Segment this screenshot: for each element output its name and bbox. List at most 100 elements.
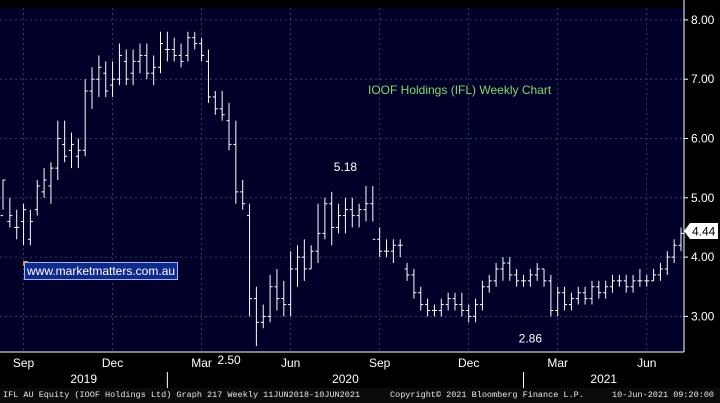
ohlc-bar: [610, 274, 616, 293]
ohlc-bar: [14, 209, 20, 240]
ohlc-bar: [55, 120, 61, 180]
year-label: 2020: [332, 372, 359, 386]
ohlc-bar: [123, 49, 129, 86]
ohlc-bar: [281, 280, 287, 317]
ohlc-bar: [349, 197, 355, 228]
ohlc-bar: [370, 185, 376, 240]
ohlc-bar: [62, 120, 68, 163]
ohlc-bar: [7, 197, 13, 228]
ohlc-bar: [21, 203, 27, 246]
watermark-link[interactable]: www.marketmatters.com.au: [24, 262, 179, 280]
ohlc-bar: [336, 203, 342, 234]
ohlc-bar: [329, 191, 335, 246]
footer-bar: IFL AU Equity (IOOF Holdings Ltd) Graph …: [0, 388, 720, 403]
chart-title: IOOF Holdings (IFL) Weekly Chart: [368, 83, 552, 97]
ohlc-bar: [301, 239, 307, 281]
ohlc-bar: [671, 239, 677, 264]
ohlc-bar: [555, 286, 561, 317]
ohlc-bar: [575, 286, 581, 305]
ohlc-bar: [678, 227, 684, 252]
y-tick-label: 3.00: [691, 309, 715, 323]
ohlc-bar: [178, 43, 184, 68]
ohlc-bar: [137, 43, 143, 74]
ohlc-bar: [205, 49, 211, 103]
y-axis: 3.00 4.00 5.00 6.00 7.00 8.00: [683, 0, 715, 352]
ohlc-bar: [520, 274, 526, 287]
ohlc-bar: [431, 304, 437, 317]
ohlc-bar: [445, 292, 451, 311]
ohlc-bar: [48, 162, 54, 204]
x-tick-label: Jun: [281, 356, 300, 370]
ohlc-bar: [322, 197, 328, 240]
ohlc-bar: [247, 203, 253, 317]
ohlc-bar: [294, 245, 300, 287]
ohlc-bar: [534, 263, 540, 281]
x-tick-label: Mar: [191, 356, 212, 370]
last-price-marker: [684, 223, 718, 240]
x-tick-label: Sep: [13, 356, 35, 370]
ohlc-bar: [171, 37, 177, 62]
ohlc-bar: [582, 286, 588, 305]
ohlc-bar: [623, 274, 629, 293]
plot-background: [0, 8, 684, 352]
ohlc-bar: [377, 227, 383, 258]
ohlc-bar: [253, 286, 259, 347]
x-axis: Sep Dec Mar Jun Sep Dec Mar Jun 2019 2020 2021: [0, 351, 684, 388]
ohlc-bar: [616, 274, 622, 287]
ohlc-bar: [151, 55, 157, 86]
ohlc-bar: [418, 286, 424, 311]
ohlc-bar: [568, 292, 574, 311]
ohlc-bar: [514, 268, 520, 287]
ohlc-bar: [82, 79, 88, 157]
annotations: 5.18 2.50 2.86 4.44: [217, 160, 718, 367]
last-price-label: 4.44: [692, 225, 716, 239]
ohlc-bar: [603, 280, 609, 299]
ohlc-bar: [144, 43, 150, 80]
ohlc-bar: [41, 168, 47, 198]
ohlc-bar: [308, 245, 314, 270]
ohlc-bar: [130, 49, 136, 86]
year-label: 2021: [590, 372, 617, 386]
ohlc-bar: [0, 179, 6, 217]
ohlc-chart: 3.004.005.006.007.008.00 Sep Dec Mar Jun Sep…: [0, 0, 718, 388]
ohlc-bar: [185, 31, 191, 62]
ohlc-bar: [267, 274, 273, 323]
ohlc-bar: [548, 274, 554, 317]
y-tick-label: 5.00: [691, 191, 715, 205]
ohlc-bar: [34, 180, 40, 216]
ohlc-bar: [219, 91, 225, 121]
ohlc-bar: [75, 138, 81, 169]
ohlc-bar: [438, 298, 444, 317]
ohlc-bar: [274, 268, 280, 311]
ohlc-bar: [425, 298, 431, 317]
ohlc-bar: [644, 274, 650, 287]
footer-security: IFL AU Equity (IOOF Holdings Ltd) Graph …: [3, 390, 361, 400]
x-tick-label: Sep: [369, 356, 391, 370]
x-tick-label: Jun: [637, 356, 656, 370]
ohlc-bar: [342, 197, 348, 234]
ohlc-bar: [562, 286, 568, 311]
ohlc-bar: [411, 268, 417, 299]
ohlc-bar: [192, 31, 198, 50]
ohlc-bar: [452, 292, 458, 311]
ohlc-bar: [68, 132, 74, 169]
ohlc-bar: [199, 37, 205, 62]
ohlc-bar: [541, 268, 547, 287]
ohlc-bar: [527, 268, 533, 287]
ohlc-bar: [473, 298, 479, 323]
ohlc-bar: [315, 203, 321, 264]
ohlc-bar: [356, 203, 362, 228]
ohlc-bar: [459, 292, 465, 317]
ohlc-bar: [226, 102, 232, 151]
ohlc-bar: [486, 274, 492, 293]
ohlc-bar: [479, 280, 485, 311]
ohlc-bar: [637, 268, 643, 287]
y-tick-label: 8.00: [691, 13, 715, 27]
price-annotation: 2.86: [519, 332, 543, 346]
ohlc-bar: [363, 185, 369, 222]
ohlc-bar: [404, 263, 410, 281]
ohlc-bar: [240, 180, 246, 210]
price-annotation: 5.18: [334, 160, 358, 174]
y-tick-label: 6.00: [691, 131, 715, 145]
ohlc-bar: [384, 239, 390, 258]
